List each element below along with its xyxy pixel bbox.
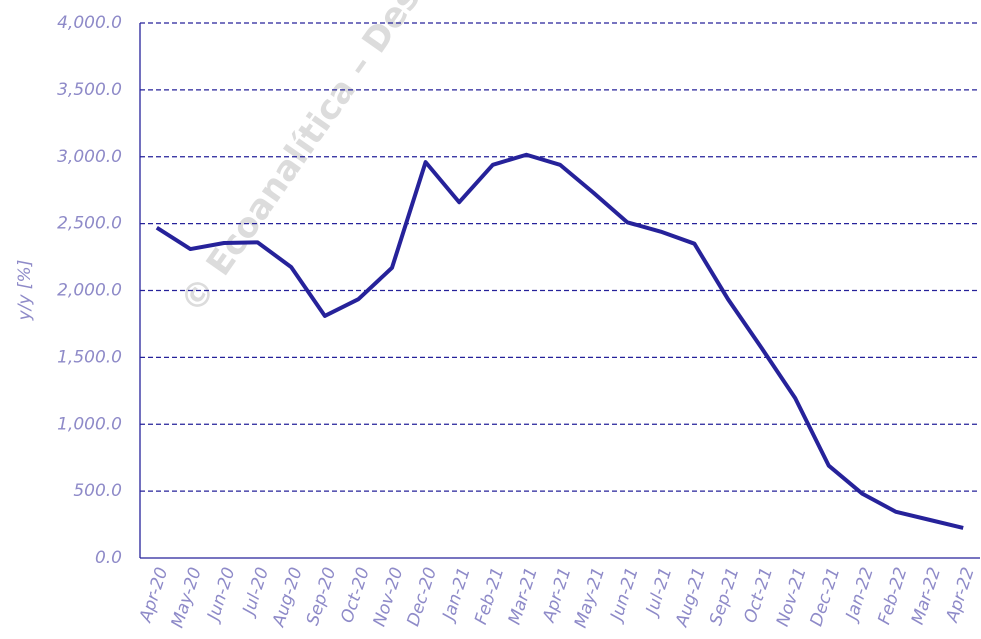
x-tick-label: Mar-21	[505, 565, 542, 627]
x-tick-label: Jul-20	[238, 565, 273, 620]
x-tick-label: Feb-22	[874, 565, 911, 627]
x-tick-label: Oct-20	[337, 565, 374, 626]
x-tick-label: Sep-20	[303, 565, 341, 628]
x-tick-label: Jan-22	[841, 565, 878, 625]
x-tick-label: Mar-22	[908, 565, 945, 627]
x-tick-label: Apr-20	[136, 565, 173, 626]
y-tick-label: 500.0	[73, 481, 122, 501]
y-tick-label: 3,000.0	[57, 147, 122, 167]
y-tick-label: 2,000.0	[57, 281, 122, 301]
x-tick-label: Jul-21	[641, 565, 676, 620]
x-tick-label: Dec-21	[807, 565, 845, 629]
watermark: © Ecoanalítica – Descarga	[172, 0, 489, 321]
x-tick-label: Dec-20	[403, 565, 441, 629]
y-tick-label: 0.0	[95, 548, 122, 568]
y-tick-label: 1,000.0	[57, 414, 122, 434]
x-tick-label: Apr-21	[539, 565, 576, 626]
x-tick-label: Nov-20	[370, 565, 408, 629]
y-tick-label: 4,000.0	[57, 13, 122, 33]
x-tick-label: Apr-22	[942, 565, 979, 626]
y-tick-label: 3,500.0	[57, 80, 122, 100]
x-tick-label: Oct-21	[740, 565, 777, 626]
x-tick-label: Sep-21	[706, 565, 744, 628]
x-tick-label: May-20	[168, 565, 206, 630]
x-tick-label: May-21	[571, 565, 609, 630]
y-tick-label: 2,500.0	[57, 214, 122, 234]
x-tick-label: Nov-21	[773, 565, 811, 629]
y-tick-label: 1,500.0	[57, 347, 122, 367]
x-tick-label: Jan-21	[438, 565, 475, 625]
x-tick-label: Jun-20	[203, 565, 240, 626]
y-axis-label: y/y [%]	[15, 260, 35, 322]
x-tick-label: Jun-21	[606, 565, 643, 626]
x-tick-label: Aug-21	[672, 565, 710, 630]
x-tick-label: Feb-21	[471, 565, 508, 627]
line	[155, 152, 964, 530]
x-tick-label: Aug-20	[269, 565, 307, 630]
